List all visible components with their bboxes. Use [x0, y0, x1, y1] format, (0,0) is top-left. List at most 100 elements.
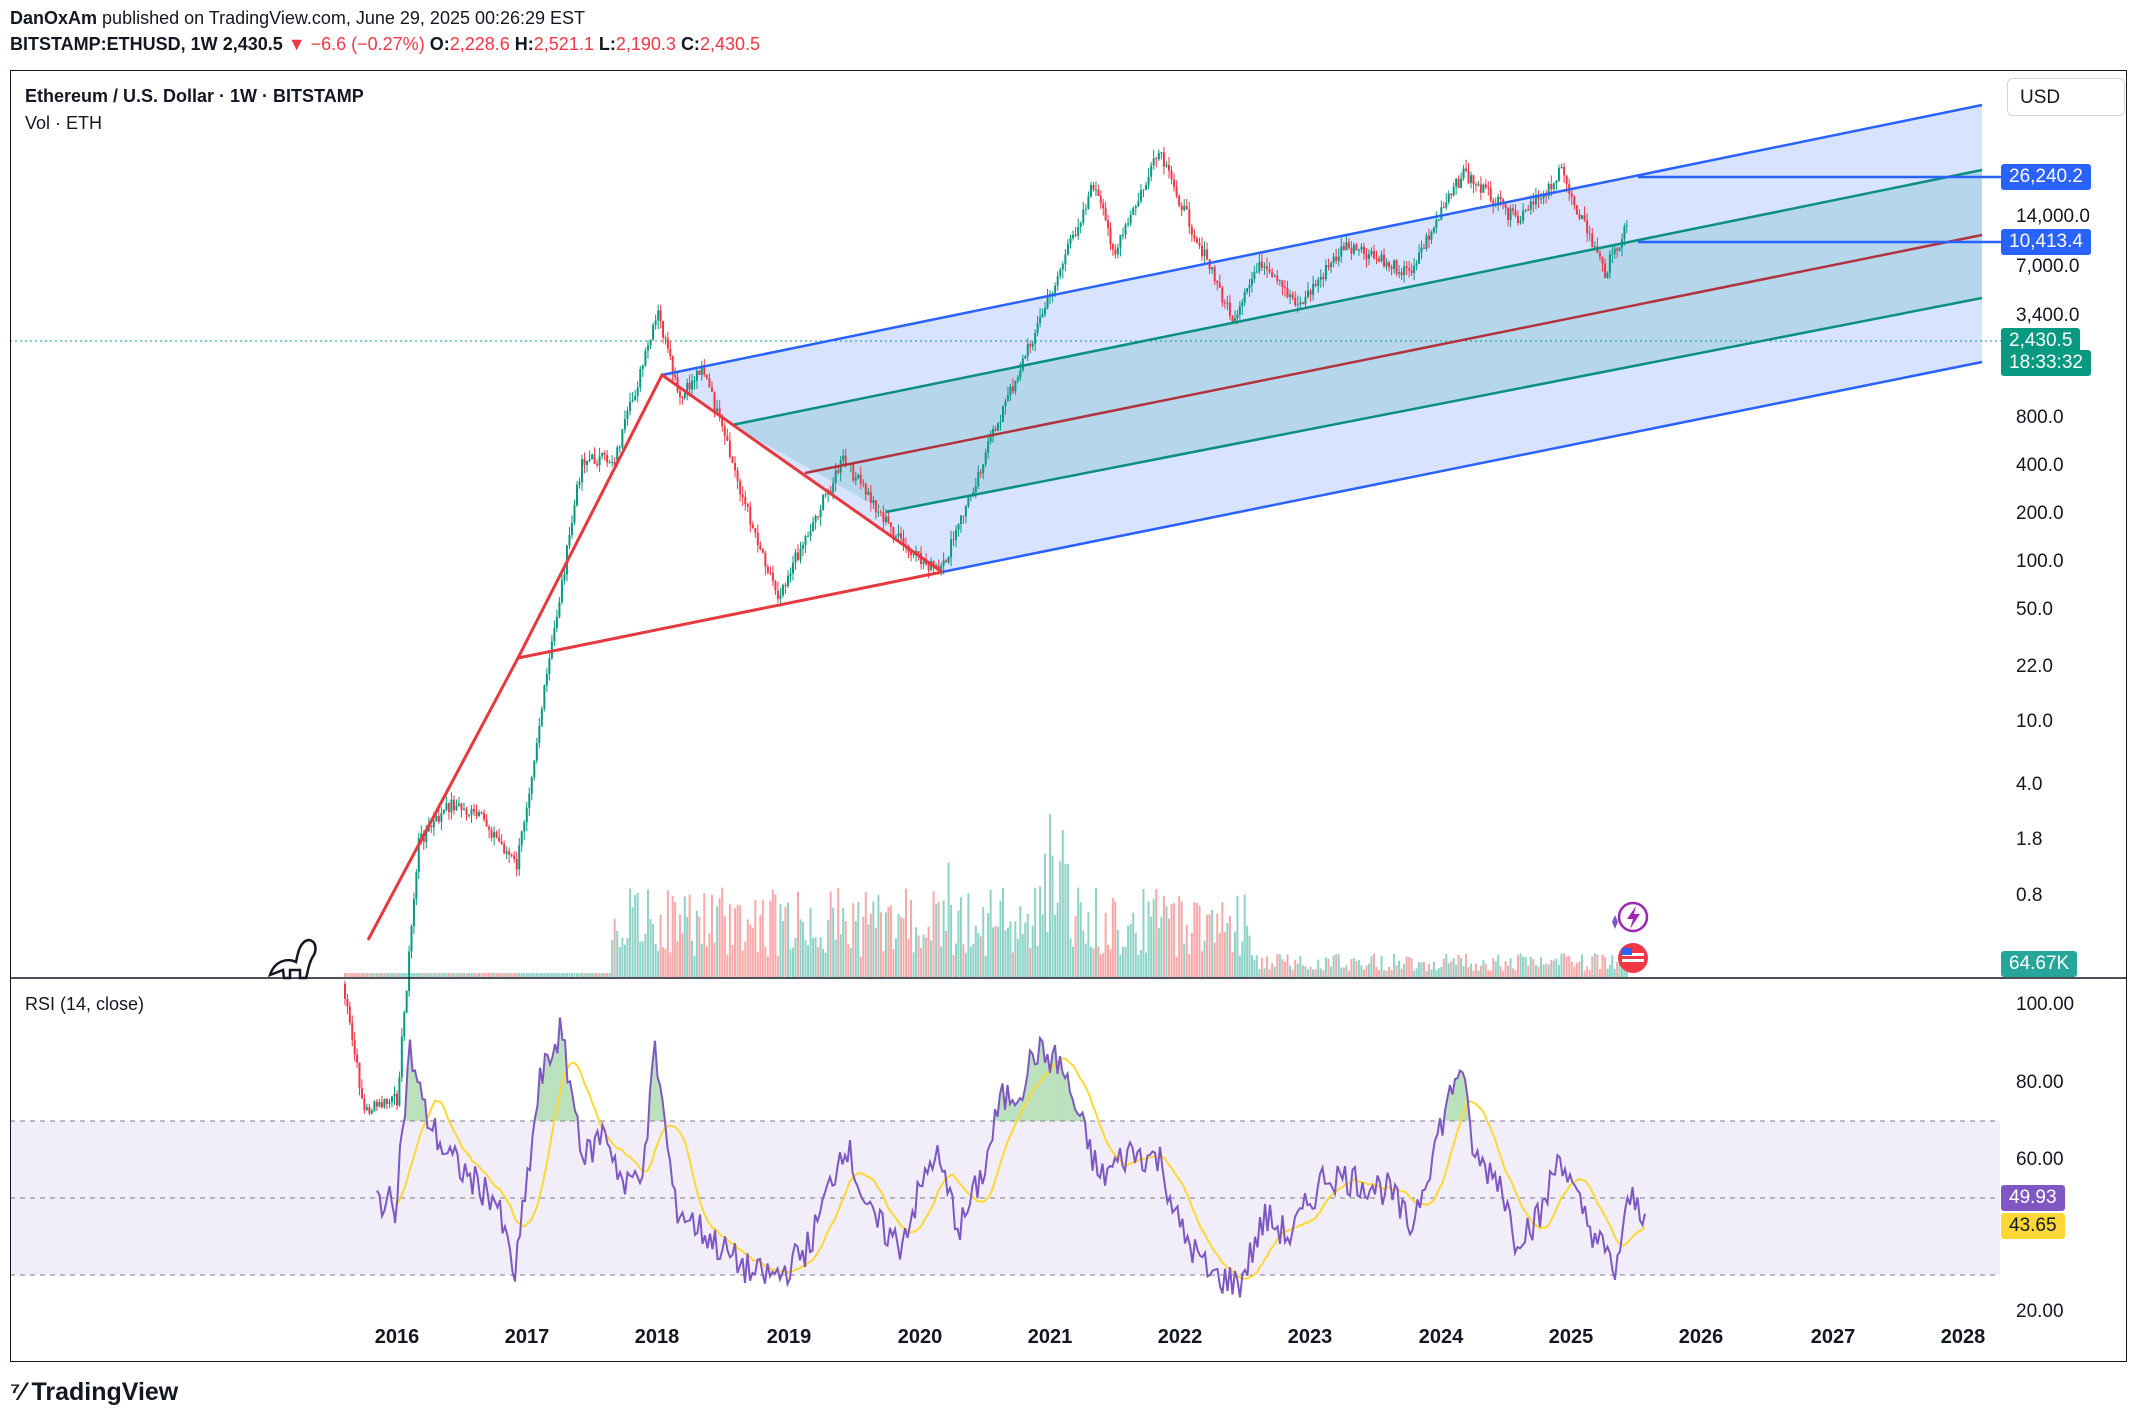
candle-body[interactable] [1408, 268, 1411, 271]
candle-body[interactable] [1145, 184, 1148, 190]
candle-body[interactable] [992, 428, 995, 437]
candle-body[interactable] [698, 370, 701, 375]
candle-body[interactable] [1142, 189, 1145, 191]
candle-body[interactable] [1039, 317, 1042, 323]
candle-body[interactable] [1208, 259, 1211, 270]
candle-body[interactable] [1581, 215, 1584, 219]
candle-body[interactable] [1221, 287, 1224, 303]
candle-body[interactable] [1342, 246, 1345, 251]
candle-body[interactable] [1324, 265, 1327, 280]
volume-legend[interactable]: Vol · ETH [25, 113, 103, 133]
candle-body[interactable] [598, 456, 601, 466]
candle-body[interactable] [1482, 184, 1485, 193]
candle-body[interactable] [1457, 178, 1460, 188]
candle-body[interactable] [1372, 250, 1375, 259]
candle-body[interactable] [1031, 343, 1034, 347]
candle-body[interactable] [1415, 263, 1418, 266]
candle-body[interactable] [1121, 234, 1124, 236]
candle-body[interactable] [1152, 158, 1155, 166]
candle-body[interactable] [776, 590, 779, 599]
candle-body[interactable] [573, 505, 576, 523]
candle-body[interactable] [403, 1012, 406, 1037]
candle-body[interactable] [621, 429, 624, 448]
candle-body[interactable] [1601, 256, 1604, 264]
candle-body[interactable] [1092, 184, 1095, 190]
candle-body[interactable] [1385, 262, 1388, 267]
candle-body[interactable] [1575, 205, 1578, 214]
pitchfork-lower-line[interactable] [941, 360, 1983, 574]
candle-body[interactable] [608, 462, 611, 464]
pitchfork-inner-upper-line[interactable] [731, 168, 1983, 427]
candle-body[interactable] [713, 391, 716, 412]
candle-body[interactable] [741, 494, 744, 498]
candle-body[interactable] [1061, 264, 1064, 270]
candle-body[interactable] [1467, 170, 1470, 183]
candle-body[interactable] [1611, 253, 1614, 255]
candle-body[interactable] [897, 533, 900, 537]
candle-body[interactable] [1119, 234, 1122, 248]
candle-body[interactable] [867, 492, 870, 495]
candle-body[interactable] [779, 595, 782, 599]
candle-body[interactable] [869, 492, 872, 503]
candle-body[interactable] [1497, 196, 1500, 204]
candle-body[interactable] [588, 459, 591, 461]
candle-body[interactable] [977, 471, 980, 487]
candle-body[interactable] [751, 524, 754, 529]
candle-body[interactable] [844, 455, 847, 464]
candle-body[interactable] [1180, 205, 1183, 211]
candle-body[interactable] [408, 951, 411, 991]
candle-body[interactable] [420, 833, 423, 839]
candle-body[interactable] [1522, 210, 1525, 221]
candle-body[interactable] [1347, 242, 1350, 249]
candle-body[interactable] [705, 374, 708, 378]
candle-body[interactable] [710, 387, 713, 392]
candle-body[interactable] [646, 345, 649, 351]
us-flag-event-icon[interactable] [1618, 943, 1648, 973]
candle-body[interactable] [1185, 205, 1188, 210]
candle-body[interactable] [520, 831, 523, 846]
candle-body[interactable] [1540, 198, 1543, 200]
candle-body[interactable] [1034, 332, 1037, 344]
candle-body[interactable] [882, 512, 885, 523]
candle-body[interactable] [1109, 227, 1112, 245]
candle-body[interactable] [1606, 273, 1609, 278]
candle-body[interactable] [771, 572, 774, 581]
candle-body[interactable] [478, 812, 481, 816]
candle-body[interactable] [540, 708, 543, 726]
candle-body[interactable] [1357, 249, 1360, 251]
candle-body[interactable] [1167, 165, 1170, 171]
candle-body[interactable] [363, 1098, 366, 1110]
candle-body[interactable] [568, 535, 571, 546]
candle-body[interactable] [1322, 276, 1325, 280]
candle-body[interactable] [1084, 208, 1087, 210]
candle-body[interactable] [984, 452, 987, 465]
chart-title-legend[interactable]: Ethereum / U.S. Dollar · 1W · BITSTAMP [25, 86, 364, 106]
candle-body[interactable] [510, 854, 513, 856]
candle-body[interactable] [1183, 205, 1186, 211]
candle-body[interactable] [1365, 253, 1368, 259]
candle-body[interactable] [452, 799, 455, 811]
candle-body[interactable] [1573, 196, 1576, 206]
candle-body[interactable] [1529, 201, 1532, 210]
candle-body[interactable] [912, 553, 915, 556]
candle-body[interactable] [348, 1006, 351, 1023]
candle-body[interactable] [857, 474, 860, 478]
candle-body[interactable] [1335, 256, 1338, 262]
candle-body[interactable] [631, 400, 634, 402]
candle-body[interactable] [1162, 152, 1165, 167]
candle-body[interactable] [1314, 283, 1317, 286]
candle-body[interactable] [789, 573, 792, 576]
candle-body[interactable] [1545, 195, 1548, 197]
candle-body[interactable] [1504, 203, 1507, 208]
candle-body[interactable] [383, 1099, 386, 1108]
candle-body[interactable] [601, 453, 604, 457]
candle-body[interactable] [989, 436, 992, 442]
candle-body[interactable] [1041, 314, 1044, 318]
candle-body[interactable] [1413, 265, 1416, 274]
candle-body[interactable] [754, 528, 757, 533]
candle-body[interactable] [1147, 176, 1150, 185]
candle-body[interactable] [804, 536, 807, 545]
candle-body[interactable] [1345, 242, 1348, 251]
candle-body[interactable] [802, 544, 805, 549]
candle-body[interactable] [1291, 294, 1294, 298]
